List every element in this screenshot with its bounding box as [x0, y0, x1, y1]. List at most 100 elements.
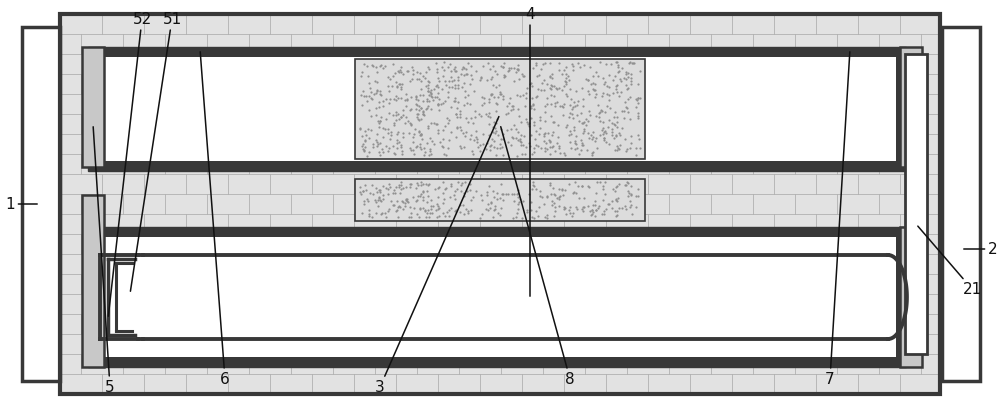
Point [391, 182, 407, 189]
Bar [22, 28, 60, 381]
Point [408, 93, 424, 100]
Point [542, 139, 558, 146]
Point [398, 103, 414, 110]
Point [475, 131, 491, 138]
Point [419, 200, 435, 206]
Point [622, 198, 638, 204]
Point [452, 144, 468, 150]
Point [598, 130, 614, 137]
Point [609, 115, 625, 121]
Point [547, 204, 563, 210]
Point [409, 211, 425, 218]
Point [595, 119, 611, 126]
Point [502, 95, 518, 101]
Point [446, 78, 462, 85]
Point [361, 149, 377, 156]
Point [364, 215, 380, 221]
Point [415, 92, 431, 99]
Point [498, 191, 514, 198]
Point [422, 210, 438, 216]
Point [400, 68, 416, 75]
Point [523, 132, 539, 139]
Point [542, 74, 558, 80]
Point [469, 139, 485, 146]
Point [532, 118, 548, 124]
Point [450, 179, 466, 186]
Point [510, 137, 526, 144]
Point [442, 62, 458, 69]
Point [441, 79, 457, 85]
Point [523, 103, 539, 110]
Point [542, 151, 558, 158]
Point [457, 94, 473, 101]
Point [472, 142, 488, 149]
Point [403, 210, 419, 217]
Point [580, 130, 596, 137]
Point [555, 192, 571, 199]
Point [412, 70, 428, 76]
Point [628, 105, 644, 112]
Point [418, 214, 434, 221]
Point [375, 135, 391, 141]
Point [574, 183, 590, 190]
Point [464, 76, 480, 83]
Point [393, 87, 409, 93]
Point [398, 92, 414, 99]
Point [526, 149, 542, 155]
Point [574, 121, 590, 127]
Point [419, 97, 435, 103]
Point [549, 86, 565, 92]
Point [515, 198, 531, 205]
Point [460, 208, 476, 215]
Point [362, 191, 378, 197]
Point [609, 60, 625, 66]
Point [556, 206, 572, 213]
Point [521, 124, 537, 130]
Point [408, 185, 424, 192]
Point [356, 148, 372, 155]
Point [622, 204, 638, 211]
Point [575, 120, 591, 127]
Point [380, 83, 396, 90]
Point [510, 107, 526, 113]
Point [614, 65, 630, 72]
Point [372, 189, 388, 196]
Point [423, 207, 439, 213]
Point [584, 150, 600, 157]
Point [481, 133, 497, 139]
Point [588, 114, 604, 120]
Point [605, 91, 621, 97]
Point [482, 144, 498, 150]
Point [599, 103, 615, 110]
Point [495, 131, 511, 138]
Point [585, 149, 601, 156]
Point [552, 103, 568, 110]
Point [554, 187, 570, 193]
Point [385, 62, 401, 68]
Point [414, 137, 430, 143]
Point [462, 136, 478, 142]
Point [409, 77, 425, 83]
Point [538, 141, 554, 147]
Point [388, 117, 404, 124]
Point [417, 150, 433, 156]
Point [493, 136, 509, 143]
Point [576, 196, 592, 202]
Point [368, 65, 384, 71]
Point [512, 139, 528, 145]
Text: 5: 5 [93, 128, 115, 395]
Point [462, 81, 478, 88]
Point [616, 76, 632, 83]
Point [630, 193, 646, 200]
Point [372, 119, 388, 125]
Point [394, 81, 410, 88]
Point [521, 120, 537, 127]
Point [532, 193, 548, 200]
Point [588, 70, 604, 76]
Point [581, 184, 597, 191]
Point [532, 114, 548, 121]
Point [543, 86, 559, 93]
Point [395, 108, 411, 114]
Point [417, 76, 433, 82]
Point [452, 108, 468, 115]
